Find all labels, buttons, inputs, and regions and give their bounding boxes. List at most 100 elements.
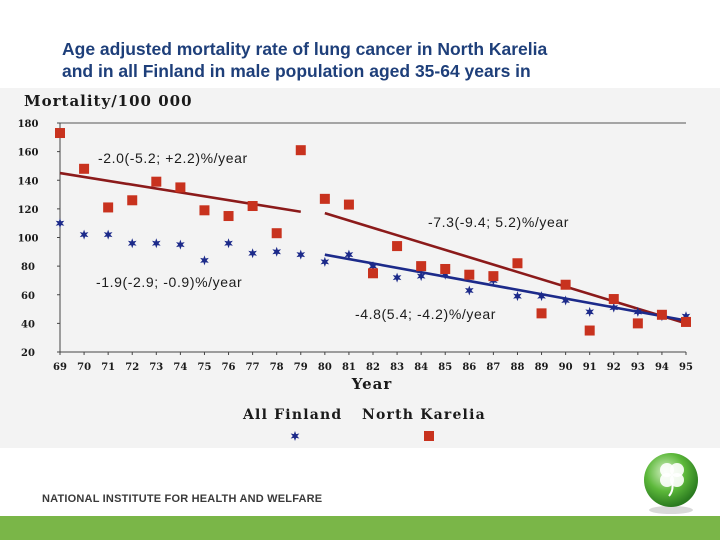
- north-karelia-point: [488, 271, 499, 282]
- x-tick-label: 81: [342, 362, 356, 373]
- x-tick-label: 72: [125, 362, 139, 373]
- all-finland-point: [103, 229, 113, 240]
- north-karelia-point: [464, 269, 475, 280]
- x-tick-label: 84: [414, 362, 428, 373]
- trend-annotation-2: -7.3(-9.4; 5.2)%/year: [428, 214, 569, 230]
- chart-title-line-1: Age adjusted mortality rate of lung canc…: [62, 39, 548, 59]
- north-karelia-point: [632, 318, 643, 329]
- all-finland-point: [633, 306, 643, 317]
- north-karelia-point: [271, 228, 282, 239]
- north-karelia-point: [416, 261, 427, 272]
- all-finland-point: [681, 311, 691, 322]
- x-tick-label: 89: [535, 362, 549, 373]
- all-finland-point: [55, 218, 65, 229]
- north-karelia-point: [368, 268, 378, 279]
- all-finland-point: [248, 248, 257, 259]
- legend-marker-north-karelia: [424, 431, 434, 441]
- north-karelia-point: [440, 263, 451, 274]
- trend-annotation-3: -1.9(-2.9; -0.9)%/year: [96, 274, 242, 290]
- x-tick-label: 94: [655, 362, 669, 373]
- x-tick-label: 95: [679, 362, 693, 373]
- x-tick-label: 85: [438, 362, 452, 373]
- all-finland-point: [537, 291, 546, 302]
- all-finland-point: [224, 238, 233, 249]
- all-finland-point: [79, 229, 89, 240]
- x-tick-label: 75: [198, 362, 212, 373]
- y-tick-label: 60: [21, 291, 35, 302]
- north-karelia-point: [295, 145, 306, 156]
- x-tick-label: 91: [583, 362, 597, 373]
- trendline-3: [324, 253, 687, 322]
- legend-label-all-finland: All Finland: [242, 407, 342, 423]
- all-finland-point: [320, 256, 330, 267]
- x-tick-label: 87: [486, 362, 500, 373]
- footer-bar: [0, 516, 720, 540]
- all-finland-point: [368, 261, 378, 272]
- all-finland-point: [513, 291, 522, 302]
- x-tick-label: 83: [390, 362, 404, 373]
- all-finland-point: [151, 238, 161, 249]
- x-tick-label: 77: [246, 362, 260, 373]
- x-tick-label: 82: [366, 362, 380, 373]
- x-tick-label: 78: [270, 362, 284, 373]
- y-axis-label: Mortality/100 000: [24, 92, 193, 110]
- north-karelia-point: [584, 325, 595, 336]
- x-tick-label: 93: [631, 362, 645, 373]
- north-karelia-point: [247, 201, 258, 212]
- legend-marker-all-finland: [290, 431, 300, 441]
- all-finland-point: [272, 246, 282, 257]
- north-karelia-point: [199, 205, 210, 216]
- trend-annotation-1: -2.0(-5.2; +2.2)%/year: [98, 150, 248, 166]
- all-finland-point: [200, 255, 209, 266]
- chart-title: Age adjusted mortality rate of lung canc…: [62, 38, 702, 82]
- north-karelia-point: [223, 211, 234, 222]
- north-karelia-point: [512, 258, 523, 269]
- x-axis-label: Year: [351, 375, 393, 393]
- trend-annotation-4: -4.8(5.4; -4.2)%/year: [355, 306, 496, 322]
- institute-name: NATIONAL INSTITUTE FOR HEALTH AND WELFAR…: [42, 493, 323, 505]
- north-karelia-point: [127, 195, 138, 206]
- x-tick-label: 79: [294, 362, 308, 373]
- north-karelia-point: [608, 294, 619, 305]
- x-tick-label: 70: [77, 362, 91, 373]
- north-karelia-point: [175, 182, 186, 193]
- y-tick-label: 140: [18, 176, 39, 187]
- x-tick-label: 73: [149, 362, 163, 373]
- north-karelia-point: [681, 316, 691, 327]
- north-karelia-point: [151, 176, 162, 187]
- y-tick-label: 40: [21, 319, 35, 330]
- all-finland-point: [561, 295, 570, 306]
- y-tick-label: 80: [21, 262, 35, 273]
- x-tick-label: 69: [53, 362, 67, 373]
- north-karelia-point: [79, 163, 90, 174]
- plot-panel: [0, 88, 720, 448]
- all-finland-point: [585, 306, 595, 317]
- all-finland-point: [296, 249, 306, 260]
- north-karelia-point: [560, 279, 571, 290]
- x-tick-label: 86: [462, 362, 476, 373]
- all-finland-point: [464, 285, 474, 296]
- x-tick-label: 80: [318, 362, 332, 373]
- trendline-2: [324, 211, 687, 325]
- y-tick-label: 20: [21, 348, 35, 359]
- y-tick-label: 100: [18, 234, 39, 245]
- y-tick-label: 120: [18, 205, 39, 216]
- north-karelia-point: [392, 241, 403, 252]
- x-tick-label: 88: [511, 362, 525, 373]
- all-finland-point: [344, 249, 354, 260]
- x-tick-label: 90: [559, 362, 573, 373]
- all-finland-point: [440, 269, 450, 280]
- all-finland-point: [609, 302, 619, 313]
- chart-title-line-2: and in all Finland in male population ag…: [62, 61, 531, 81]
- y-tick-label: 180: [18, 119, 39, 130]
- y-tick-label: 160: [18, 148, 39, 159]
- all-finland-point: [127, 238, 137, 249]
- north-karelia-point: [536, 308, 547, 319]
- x-tick-label: 92: [607, 362, 621, 373]
- x-tick-label: 76: [222, 362, 236, 373]
- trendline-1: [59, 171, 301, 214]
- north-karelia-point: [103, 202, 114, 213]
- x-tick-label: 74: [173, 362, 187, 373]
- legend-label-north-karelia: North Karelia: [362, 407, 486, 423]
- all-finland-point: [416, 271, 426, 282]
